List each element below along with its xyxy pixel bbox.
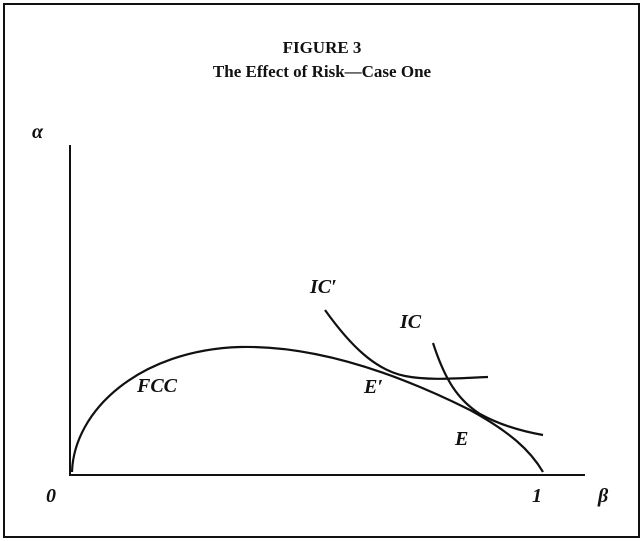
curve-label: IC′	[309, 276, 337, 298]
frame	[3, 3, 640, 538]
fcc-curve	[70, 345, 544, 473]
ic-curve	[431, 342, 544, 437]
curve-label: FCC	[136, 375, 178, 397]
figure-subtitle: The Effect of Risk—Case One	[213, 62, 432, 81]
figure-title: FIGURE 3	[283, 38, 362, 57]
point-label: E	[454, 428, 468, 450]
point-label: E′	[363, 376, 383, 398]
curve-label: IC	[399, 311, 422, 333]
ic-prime-curve	[324, 309, 489, 380]
x-end-label: 1	[532, 485, 542, 507]
x-axis-label: β	[597, 485, 609, 507]
y-axis-label: α	[32, 121, 44, 143]
origin-label: 0	[46, 485, 56, 507]
